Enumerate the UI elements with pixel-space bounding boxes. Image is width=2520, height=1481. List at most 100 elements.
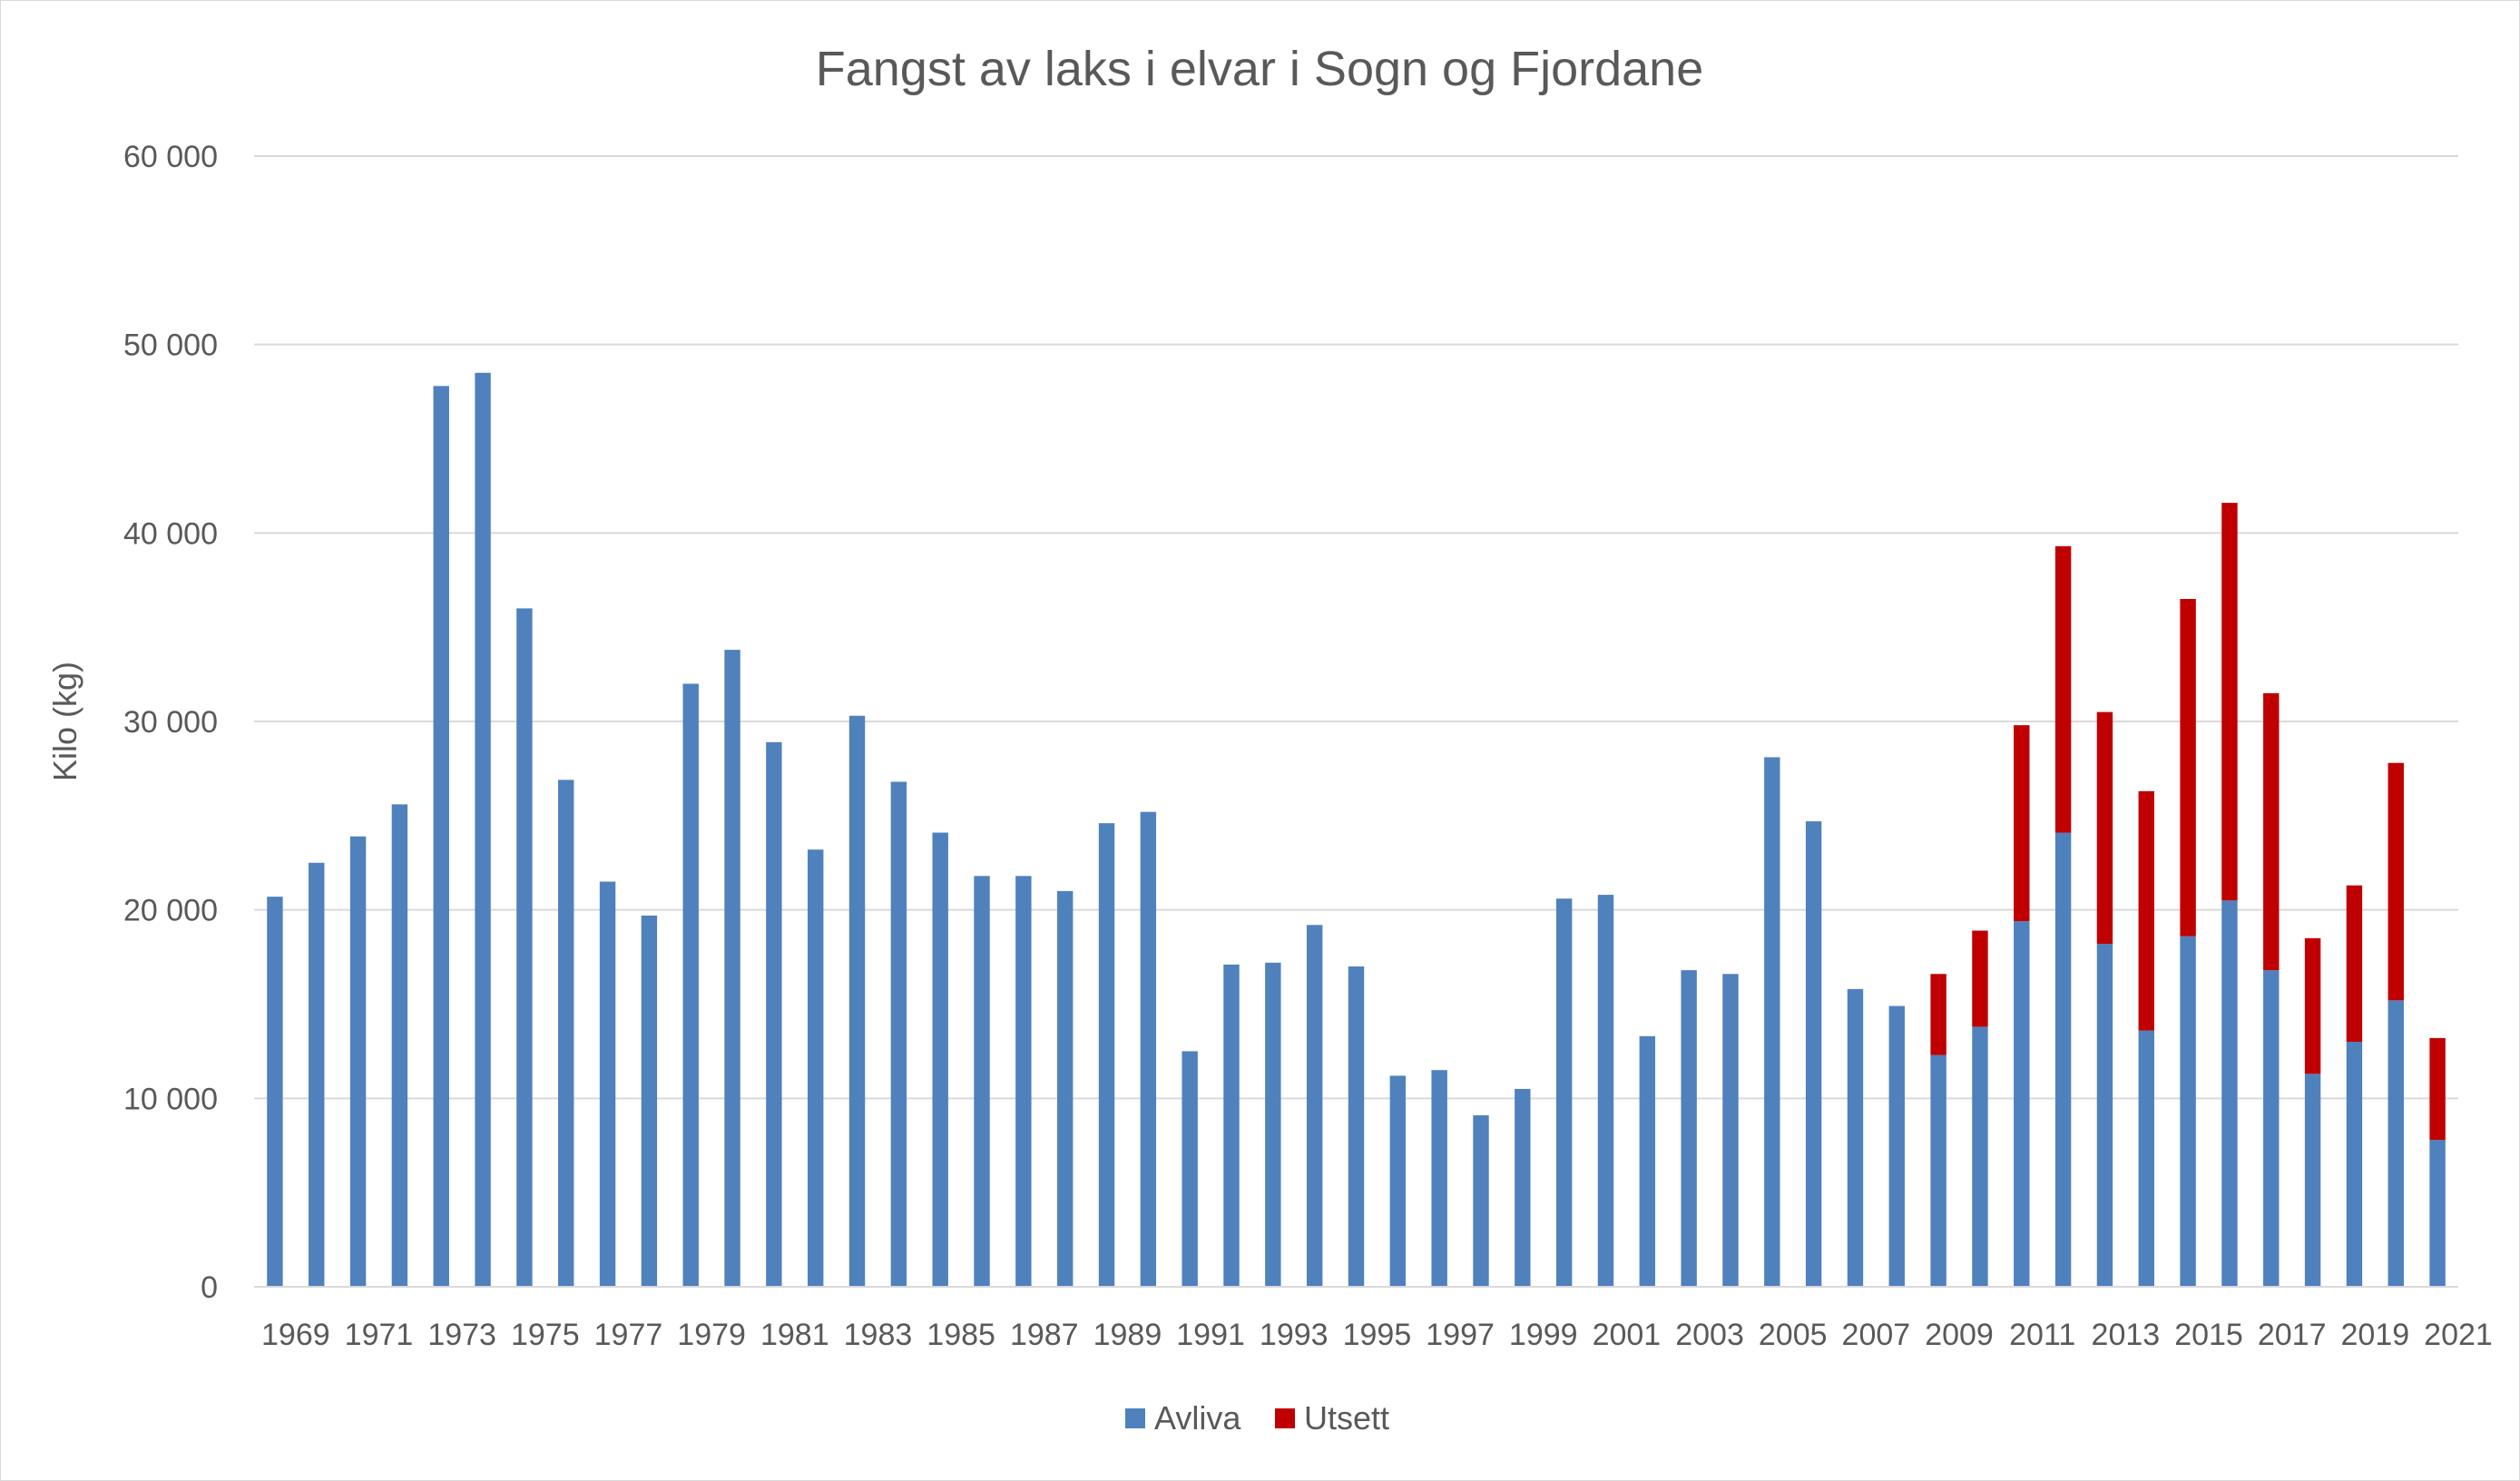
x-tick-label: 1979	[677, 1318, 746, 1352]
bar-avliva-1971	[349, 836, 367, 1287]
bar-avliva-1975	[516, 608, 533, 1287]
bar-utsett-2010	[1972, 930, 1988, 1027]
bar-utsett-2018	[2304, 937, 2321, 1074]
legend: Avliva Utsett	[1125, 1399, 1389, 1437]
bar-avliva-1994	[1306, 925, 1323, 1287]
bar-avliva-1978	[641, 915, 658, 1287]
x-tick-label: 1987	[1010, 1318, 1079, 1352]
bar-avliva-1985	[932, 832, 948, 1287]
bar-avliva-2017	[2263, 970, 2280, 1287]
y-tick-label: 30 000	[123, 705, 218, 740]
bar-avliva-1992	[1223, 964, 1240, 1287]
bar-avliva-1999	[1515, 1088, 1531, 1287]
legend-swatch-utsett	[1275, 1408, 1295, 1428]
x-tick-label: 1969	[261, 1318, 330, 1352]
bar-avliva-2006	[1805, 821, 1822, 1287]
x-tick-label: 2017	[2258, 1318, 2327, 1352]
bars	[267, 372, 2446, 1288]
x-tick-label: 2001	[1593, 1318, 1662, 1352]
bar-avliva-2007	[1847, 988, 1864, 1287]
bar-avliva-1998	[1473, 1115, 1489, 1287]
legend-swatch-avliva	[1125, 1408, 1145, 1428]
bar-utsett-2014	[2138, 790, 2154, 1031]
bar-avliva-1979	[682, 683, 699, 1287]
x-tick-label: 1999	[1509, 1318, 1578, 1352]
bar-avliva-1974	[475, 372, 491, 1288]
bar-avliva-1986	[974, 876, 990, 1287]
bar-avliva-2015	[2180, 936, 2196, 1287]
chart-title: Fangst av laks i elvar i Sogn og Fjordan…	[816, 42, 1704, 96]
bar-utsett-2012	[2054, 545, 2072, 833]
bar-avliva-1989	[1098, 823, 1115, 1287]
x-tick-label: 2011	[2009, 1318, 2075, 1352]
bar-utsett-2020	[2388, 762, 2404, 1001]
x-tick-label: 1971	[345, 1318, 414, 1352]
legend-label-avliva: Avliva	[1154, 1399, 1241, 1437]
bar-utsett-2019	[2346, 885, 2363, 1043]
bar-avliva-2013	[2096, 944, 2113, 1287]
bar-avliva-2005	[1764, 757, 1780, 1287]
bar-avliva-1991	[1182, 1051, 1198, 1287]
bar-avliva-1988	[1056, 890, 1074, 1287]
bar-avliva-2020	[2388, 1000, 2404, 1287]
bar-avliva-1973	[433, 386, 449, 1287]
x-tick-label: 1983	[844, 1318, 913, 1352]
y-axis-ticks: 0 10 000 20 000 30 000 40 000 50 000 60 000	[123, 140, 218, 1305]
x-tick-label: 2005	[1759, 1318, 1828, 1352]
x-tick-label: 2019	[2341, 1318, 2410, 1352]
y-tick-label: 10 000	[123, 1082, 218, 1116]
x-tick-label: 1973	[427, 1318, 496, 1352]
x-tick-label: 2009	[1925, 1318, 1994, 1352]
x-tick-label: 1977	[594, 1318, 663, 1352]
bar-avliva-1990	[1140, 811, 1157, 1287]
bar-avliva-1982	[807, 849, 824, 1287]
x-tick-label: 1995	[1343, 1318, 1412, 1352]
bar-avliva-2010	[1972, 1026, 1988, 1287]
y-tick-label: 20 000	[123, 894, 218, 928]
bar-avliva-2014	[2138, 1030, 2154, 1287]
bar-avliva-1996	[1389, 1075, 1407, 1287]
x-tick-label: 2015	[2174, 1318, 2243, 1352]
bar-avliva-1993	[1265, 962, 1281, 1287]
x-tick-label: 1997	[1426, 1318, 1495, 1352]
bar-utsett-2017	[2263, 692, 2280, 971]
x-tick-label: 2003	[1675, 1318, 1744, 1352]
bar-avliva-2000	[1555, 898, 1573, 1287]
x-tick-label: 1985	[927, 1318, 995, 1352]
x-tick-label: 2021	[2424, 1318, 2493, 1352]
x-tick-label: 1981	[760, 1318, 829, 1352]
bar-avliva-1976	[558, 780, 574, 1287]
x-tick-label: 1991	[1176, 1318, 1245, 1352]
bar-avliva-1984	[890, 781, 907, 1287]
bar-avliva-1983	[848, 715, 866, 1287]
bar-utsett-2011	[2014, 725, 2030, 922]
bar-avliva-2008	[1888, 1005, 1906, 1287]
x-tick-label: 1993	[1260, 1318, 1329, 1352]
bar-avliva-2001	[1597, 895, 1614, 1287]
bar-utsett-2016	[2221, 503, 2238, 901]
bar-utsett-2013	[2096, 711, 2113, 945]
bar-avliva-1969	[267, 897, 283, 1287]
bar-avliva-1970	[309, 862, 325, 1287]
bar-avliva-1981	[766, 741, 782, 1287]
y-tick-label: 60 000	[123, 140, 218, 174]
x-tick-label: 2007	[1842, 1318, 1911, 1352]
bar-avliva-1972	[391, 804, 408, 1287]
bar-avliva-2012	[2054, 832, 2072, 1287]
bar-avliva-2009	[1930, 1054, 1946, 1287]
bar-avliva-1997	[1431, 1070, 1447, 1287]
bar-avliva-2018	[2304, 1074, 2321, 1287]
y-tick-label: 40 000	[123, 516, 218, 551]
bar-avliva-2016	[2221, 900, 2238, 1287]
legend-label-utsett: Utsett	[1304, 1399, 1389, 1437]
bar-avliva-1977	[599, 881, 616, 1287]
bar-utsett-2009	[1930, 974, 1946, 1055]
x-tick-label: 1989	[1093, 1318, 1162, 1352]
bar-utsett-2015	[2180, 599, 2196, 937]
y-axis-title: Kilo (kg)	[46, 662, 83, 781]
bar-avliva-2002	[1639, 1035, 1656, 1287]
y-tick-label: 0	[201, 1270, 218, 1305]
bar-avliva-2021	[2429, 1140, 2446, 1287]
bar-avliva-2019	[2346, 1042, 2363, 1287]
